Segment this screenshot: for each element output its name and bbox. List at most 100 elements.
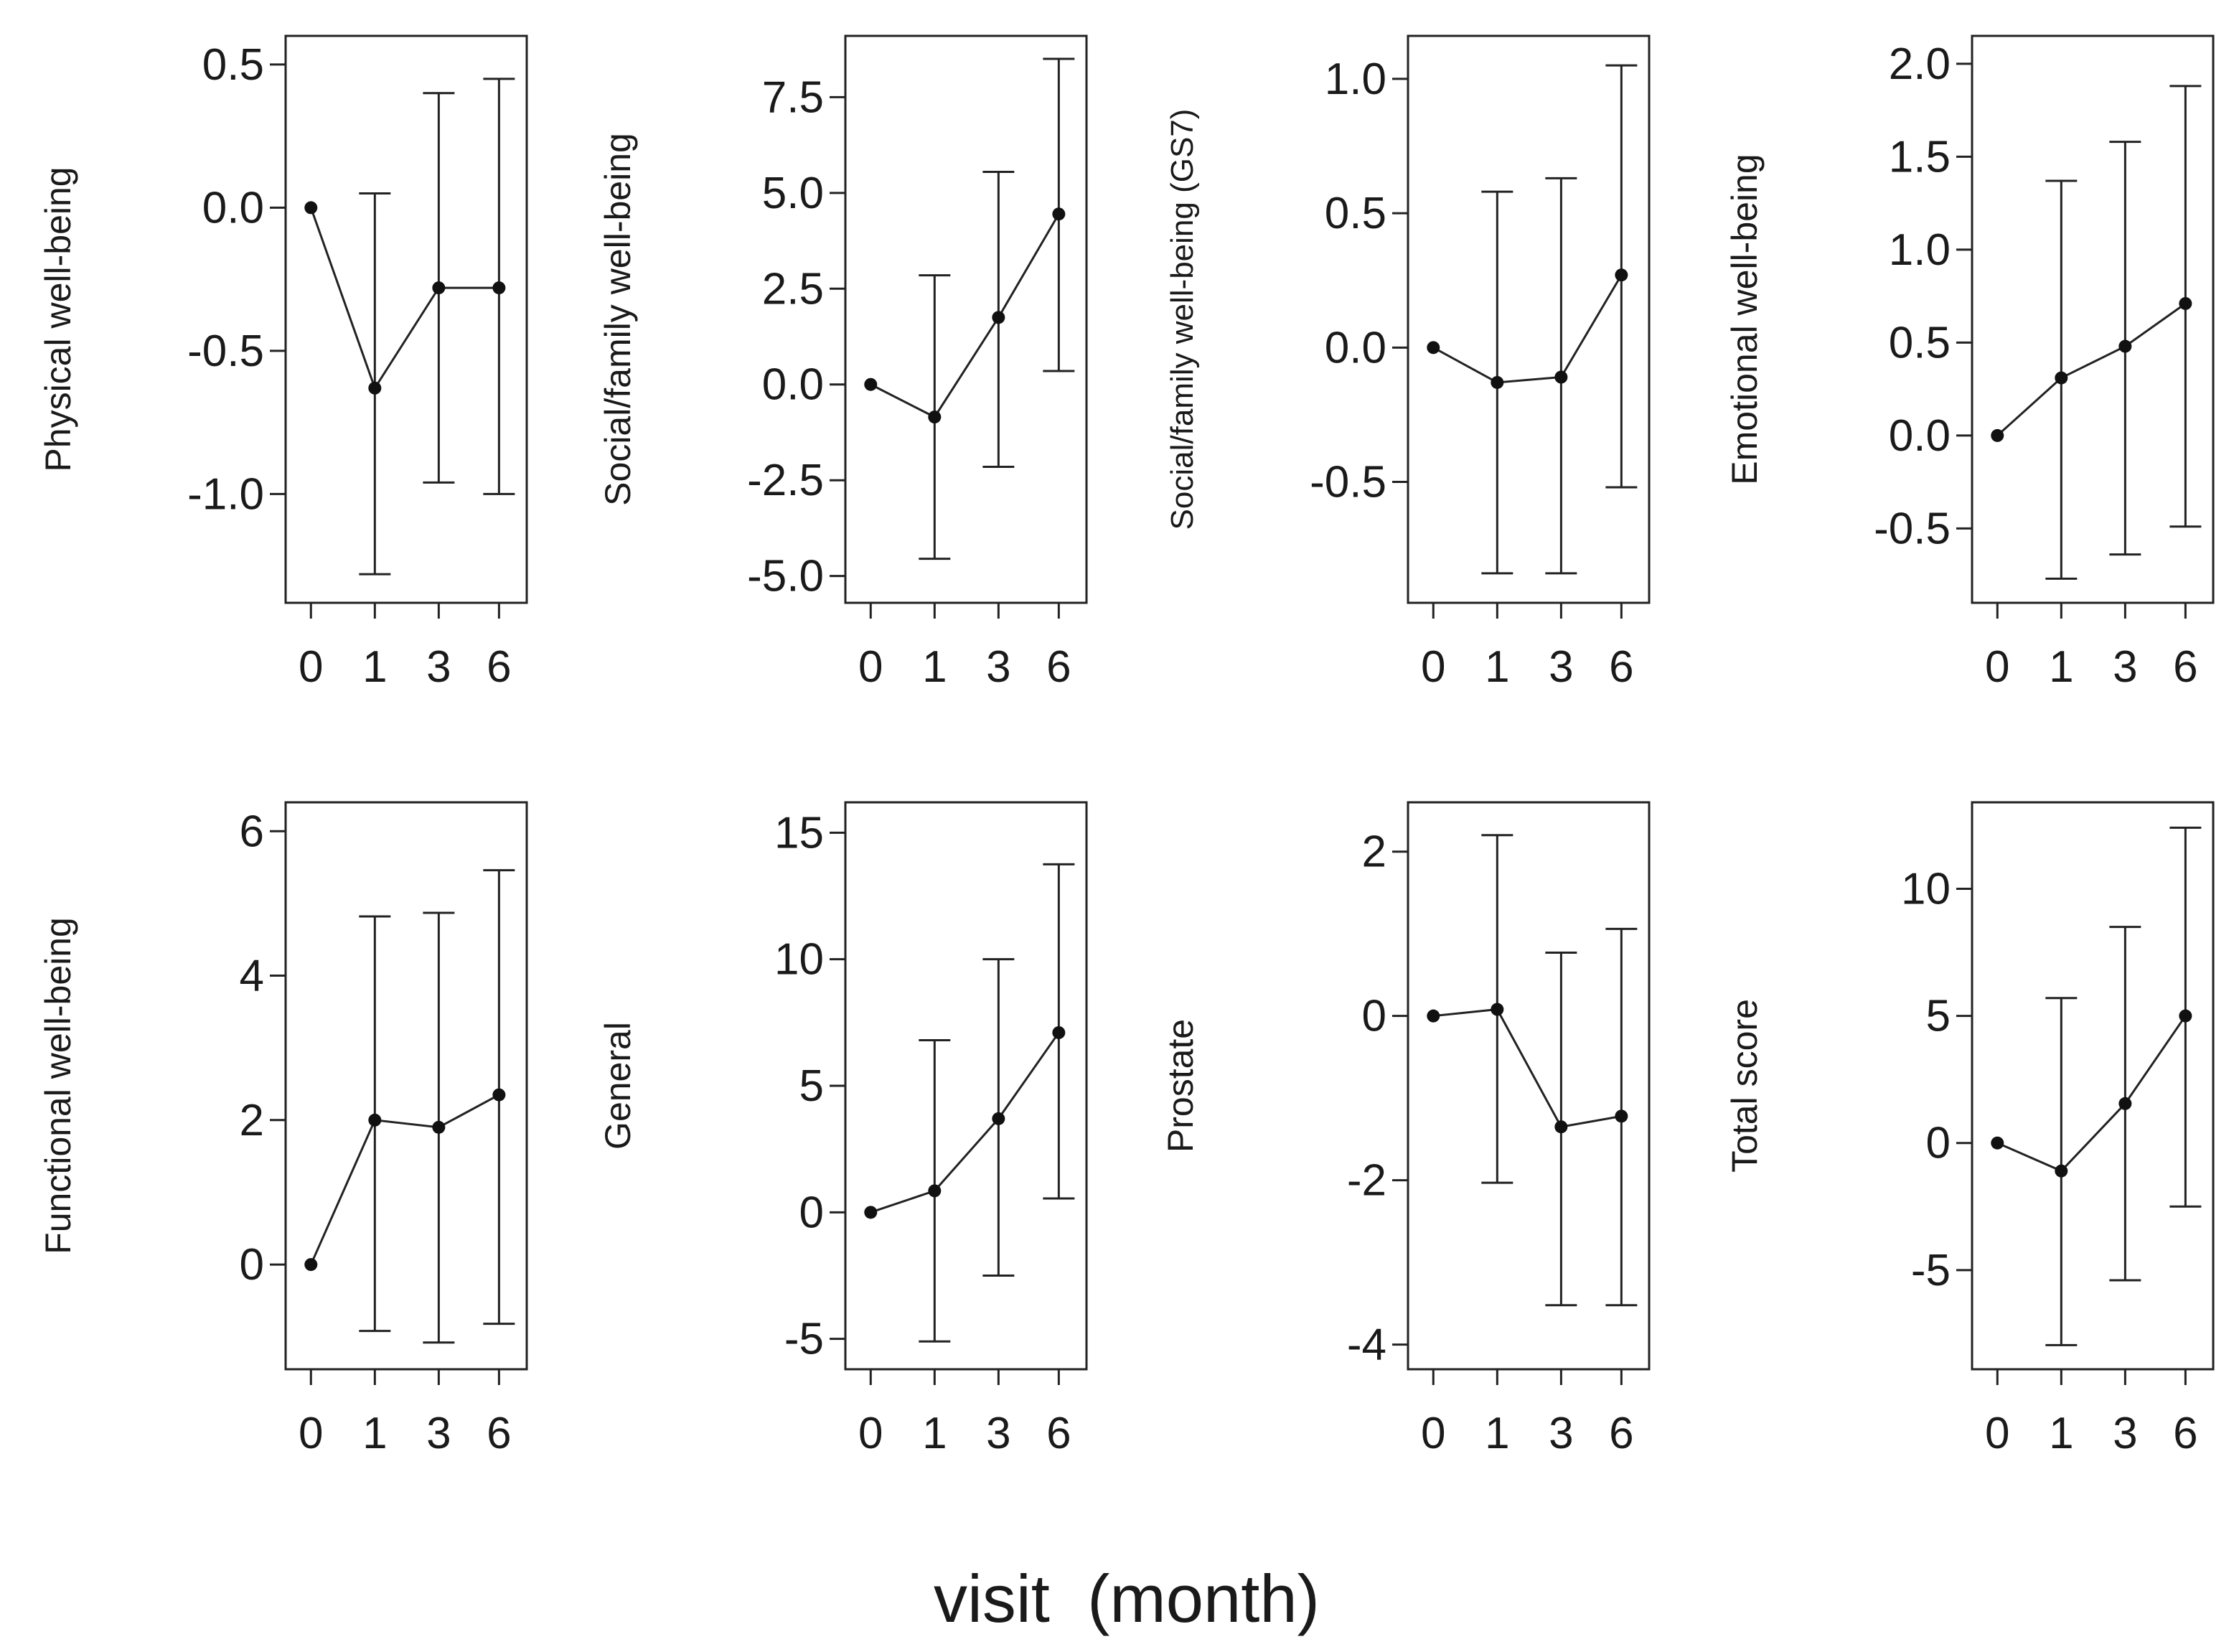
y-tick-label: 2 xyxy=(1362,827,1386,877)
y-tick-label: 0 xyxy=(1362,992,1386,1041)
y-axis-label: Functional well-being xyxy=(38,917,78,1254)
data-point xyxy=(928,1184,942,1198)
x-tick-label: 6 xyxy=(1609,1409,1633,1458)
y-axis: 7.5 5.0 2.5 0.0 -2.5 -5.0 xyxy=(747,72,845,601)
y-tick-label: -0.5 xyxy=(1310,458,1386,507)
y-tick-label: 1.0 xyxy=(1889,225,1951,275)
data-point xyxy=(304,1258,318,1272)
y-axis-label: Physical well-being xyxy=(38,166,78,471)
x-tick-label: 1 xyxy=(1485,642,1509,692)
x-tick-label: 1 xyxy=(2049,642,2073,692)
data-point xyxy=(2179,296,2192,310)
y-axis-label: General xyxy=(598,1022,638,1150)
y-axis: 0.5 0.0 -0.5 -1.0 xyxy=(187,40,286,519)
y-tick-label: -5 xyxy=(1911,1246,1951,1295)
data-point xyxy=(432,1120,446,1134)
y-axis: 10 5 0 -5 xyxy=(1901,864,1972,1295)
x-tick-label: 6 xyxy=(2173,1409,2197,1458)
panel-3: 1.0 0.5 0.0 -0.5 0 1 3 6 Social/family well-bein… xyxy=(1165,34,1651,692)
x-tick-label: 1 xyxy=(922,642,947,692)
x-tick-label: 3 xyxy=(1549,1409,1573,1458)
x-tick-label: 6 xyxy=(2173,642,2197,692)
data-point xyxy=(1554,370,1568,384)
y-tick-label: 7.5 xyxy=(762,72,824,122)
x-tick-label: 0 xyxy=(1421,642,1445,692)
data-point xyxy=(1052,1026,1066,1039)
y-tick-label: 10 xyxy=(774,935,824,985)
x-tick-label: 0 xyxy=(299,1409,323,1458)
data-point xyxy=(368,1113,382,1127)
series-line xyxy=(1432,274,1623,384)
y-tick-label: 0.0 xyxy=(202,183,264,233)
data-point xyxy=(2118,339,2132,353)
y-tick-label: 10 xyxy=(1901,864,1951,914)
x-tick-label: 0 xyxy=(1985,642,2009,692)
data-point xyxy=(1615,1109,1628,1123)
data-point xyxy=(1615,268,1628,282)
x-tick-label: 3 xyxy=(986,642,1010,692)
series-line xyxy=(1996,1015,2187,1173)
series-line xyxy=(870,1032,1060,1214)
x-tick-label: 6 xyxy=(487,1409,511,1458)
y-tick-label: 2 xyxy=(240,1096,264,1145)
y-tick-label: 0 xyxy=(240,1240,264,1290)
y-tick-label: -0.5 xyxy=(187,327,264,376)
y-tick-label: -2 xyxy=(1347,1156,1386,1206)
y-tick-label: 0.5 xyxy=(202,40,264,90)
data-point xyxy=(1052,207,1066,221)
data-point xyxy=(1991,428,2004,442)
plot-frame xyxy=(1407,801,1651,1371)
y-axis: 2 0 -2 -4 xyxy=(1347,827,1408,1370)
y-axis: 1.0 0.5 0.0 -0.5 xyxy=(1310,55,1408,507)
x-tick-label: 6 xyxy=(1046,1409,1071,1458)
data-point xyxy=(1427,341,1440,355)
x-tick-label: 1 xyxy=(2049,1409,2073,1458)
x-tick-label: 6 xyxy=(487,642,511,692)
x-tick-label: 0 xyxy=(1421,1409,1445,1458)
data-point xyxy=(1491,375,1504,389)
data-point xyxy=(1554,1120,1568,1134)
y-axis: 15 10 5 0 -5 xyxy=(774,808,845,1364)
x-tick-label: 3 xyxy=(1549,642,1573,692)
data-point xyxy=(2179,1009,2192,1023)
y-tick-label: 2.0 xyxy=(1889,39,1951,89)
series-line xyxy=(309,1094,500,1265)
y-axis-label: Emotional well-being xyxy=(1724,154,1765,484)
data-point xyxy=(368,381,382,395)
x-tick-label: 1 xyxy=(362,1409,387,1458)
plot-frame xyxy=(284,34,528,604)
y-axis: 6 4 2 0 xyxy=(240,807,286,1290)
y-tick-label: -1.0 xyxy=(187,469,264,519)
y-tick-label: 0.0 xyxy=(1889,411,1951,461)
plot-frame xyxy=(284,801,528,1371)
y-tick-label: 0.5 xyxy=(1325,189,1386,238)
panel-4: 2.0 1.5 1.0 0.5 0.0 -0.5 0 1 3 6 Emotional well-be… xyxy=(1724,34,2215,692)
plot-frame xyxy=(1407,34,1651,604)
data-point xyxy=(492,1088,506,1102)
plot-frame xyxy=(1971,34,2215,604)
x-tick-label: 6 xyxy=(1046,642,1071,692)
y-tick-label: 5 xyxy=(799,1061,824,1111)
y-tick-label: 1.0 xyxy=(1325,55,1386,104)
series-line xyxy=(1996,302,2187,436)
x-tick-label: 1 xyxy=(922,1409,947,1458)
y-tick-label: 0 xyxy=(1926,1119,1951,1168)
y-tick-label: 0.5 xyxy=(1889,318,1951,367)
y-tick-label: 6 xyxy=(240,807,264,856)
x-tick-label: 0 xyxy=(299,642,323,692)
y-axis: 2.0 1.5 1.0 0.5 0.0 -0.5 xyxy=(1874,39,1972,553)
data-point xyxy=(2055,1164,2068,1178)
y-tick-label: -5 xyxy=(784,1315,824,1364)
x-tick-label: 3 xyxy=(2113,642,2137,692)
data-point xyxy=(1427,1009,1440,1023)
x-tick-label: 3 xyxy=(426,1409,451,1458)
